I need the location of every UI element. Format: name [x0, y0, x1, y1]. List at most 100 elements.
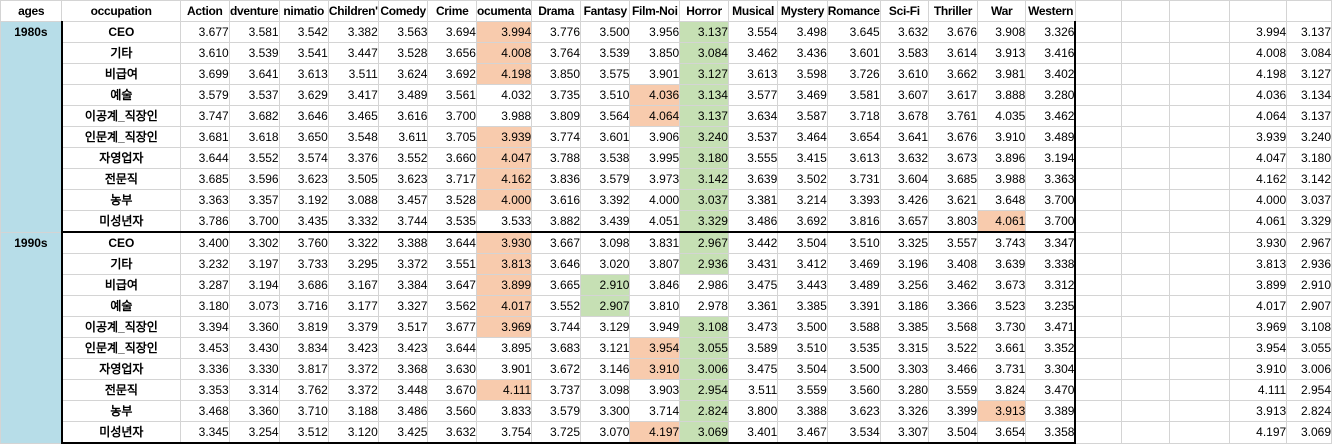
rating-cell[interactable]: 4.162 [475, 168, 533, 190]
min-rating-cell[interactable]: 2.910 [1286, 274, 1332, 296]
max-rating-cell[interactable]: 4.047 [1228, 147, 1288, 169]
empty-cell[interactable] [1074, 316, 1123, 338]
rating-cell[interactable]: 3.338 [1025, 253, 1077, 275]
rating-cell[interactable]: 3.462 [727, 42, 779, 64]
empty-cell[interactable] [1121, 253, 1170, 275]
min-rating-cell[interactable]: 3.180 [1286, 147, 1332, 169]
rating-cell[interactable]: 4.017 [475, 295, 533, 317]
rating-cell[interactable]: 3.800 [727, 400, 779, 422]
empty-cell[interactable] [1168, 421, 1230, 444]
occupation-cell[interactable]: 전문직 [60, 168, 181, 190]
empty-cell[interactable] [1168, 337, 1230, 359]
empty-cell[interactable] [1121, 21, 1170, 43]
rating-cell[interactable]: 3.646 [531, 253, 582, 275]
rating-cell[interactable]: 3.070 [580, 421, 631, 444]
rating-cell[interactable]: 3.906 [629, 126, 681, 148]
rating-cell[interactable]: 3.641 [228, 63, 280, 85]
rating-cell[interactable]: 3.098 [580, 379, 631, 401]
rating-cell[interactable]: 3.563 [377, 21, 429, 43]
rating-cell[interactable]: 3.731 [977, 358, 1027, 380]
rating-cell[interactable]: 3.973 [629, 168, 681, 190]
rating-cell[interactable]: 3.416 [1025, 42, 1077, 64]
rating-cell[interactable]: 3.645 [826, 21, 881, 43]
rating-cell[interactable]: 3.774 [531, 126, 582, 148]
rating-cell[interactable]: 3.146 [580, 358, 631, 380]
rating-cell[interactable]: 3.686 [278, 274, 329, 296]
rating-cell[interactable]: 3.360 [228, 400, 280, 422]
rating-cell[interactable]: 3.473 [727, 316, 779, 338]
rating-cell[interactable]: 3.280 [879, 379, 930, 401]
rating-cell[interactable]: 3.353 [179, 379, 230, 401]
rating-cell[interactable]: 3.177 [327, 295, 379, 317]
rating-cell[interactable]: 2.954 [679, 379, 729, 401]
empty-cell[interactable] [1074, 126, 1123, 148]
column-header-occupation[interactable]: occupation [61, 0, 181, 22]
rating-cell[interactable]: 3.302 [228, 231, 280, 254]
rating-cell[interactable]: 3.504 [777, 231, 828, 254]
rating-cell[interactable]: 3.426 [879, 189, 930, 211]
occupation-cell[interactable]: 농부 [60, 400, 181, 422]
rating-cell[interactable]: 3.579 [531, 400, 582, 422]
rating-cell[interactable]: 3.498 [777, 21, 828, 43]
column-header-documentary[interactable]: ocumenta [475, 0, 533, 22]
rating-cell[interactable]: 2.936 [679, 253, 729, 275]
rating-cell[interactable]: 3.475 [727, 358, 779, 380]
rating-cell[interactable]: 3.654 [826, 126, 881, 148]
rating-cell[interactable]: 3.534 [826, 421, 881, 444]
rating-cell[interactable]: 3.352 [1025, 337, 1077, 359]
empty-cell[interactable] [1228, 0, 1288, 22]
rating-cell[interactable]: 3.194 [228, 274, 280, 296]
rating-cell[interactable]: 3.882 [531, 210, 582, 233]
rating-cell[interactable]: 3.813 [475, 253, 533, 275]
rating-cell[interactable]: 3.685 [179, 168, 230, 190]
rating-cell[interactable]: 3.489 [377, 84, 429, 106]
empty-cell[interactable] [1168, 84, 1230, 106]
column-header-film-noir[interactable]: Film-Noi [629, 0, 681, 22]
empty-cell[interactable] [1074, 379, 1123, 401]
rating-cell[interactable]: 3.304 [1025, 358, 1077, 380]
rating-cell[interactable]: 3.442 [727, 231, 779, 254]
rating-cell[interactable]: 3.330 [228, 358, 280, 380]
column-header-drama[interactable]: Drama [531, 0, 582, 22]
empty-cell[interactable] [1286, 0, 1332, 22]
rating-cell[interactable]: 3.744 [531, 316, 582, 338]
rating-cell[interactable]: 3.384 [377, 274, 429, 296]
empty-cell[interactable] [1121, 168, 1170, 190]
rating-cell[interactable]: 3.366 [928, 295, 979, 317]
rating-cell[interactable]: 3.314 [228, 379, 280, 401]
rating-cell[interactable]: 3.607 [879, 84, 930, 106]
empty-cell[interactable] [1121, 126, 1170, 148]
occupation-cell[interactable]: 전문직 [60, 379, 181, 401]
rating-cell[interactable]: 3.735 [531, 84, 582, 106]
rating-cell[interactable]: 3.623 [826, 400, 881, 422]
rating-cell[interactable]: 3.528 [377, 42, 429, 64]
rating-cell[interactable]: 3.657 [879, 210, 930, 233]
max-rating-cell[interactable]: 4.017 [1228, 295, 1288, 317]
rating-cell[interactable]: 3.098 [580, 231, 631, 254]
occupation-cell[interactable]: 비급여 [60, 274, 181, 296]
max-rating-cell[interactable]: 4.111 [1228, 379, 1288, 401]
rating-cell[interactable]: 3.436 [777, 42, 828, 64]
rating-cell[interactable]: 3.069 [679, 421, 729, 444]
rating-cell[interactable]: 3.469 [777, 84, 828, 106]
column-header-crime[interactable]: Crime [427, 0, 477, 22]
rating-cell[interactable]: 3.939 [475, 126, 533, 148]
rating-cell[interactable]: 3.372 [327, 379, 379, 401]
rating-cell[interactable]: 3.670 [427, 379, 477, 401]
rating-cell[interactable]: 3.389 [1025, 400, 1077, 422]
rating-cell[interactable]: 4.036 [629, 84, 681, 106]
rating-cell[interactable]: 2.824 [679, 400, 729, 422]
rating-cell[interactable]: 3.577 [727, 84, 779, 106]
empty-cell[interactable] [1168, 189, 1230, 211]
rating-cell[interactable]: 3.055 [679, 337, 729, 359]
empty-cell[interactable] [1121, 274, 1170, 296]
min-rating-cell[interactable]: 3.134 [1286, 84, 1332, 106]
rating-cell[interactable]: 3.510 [580, 84, 631, 106]
empty-cell[interactable] [1074, 274, 1123, 296]
rating-cell[interactable]: 4.197 [629, 421, 681, 444]
rating-cell[interactable]: 3.552 [531, 295, 582, 317]
rating-cell[interactable]: 3.400 [179, 231, 230, 254]
rating-cell[interactable]: 3.295 [327, 253, 379, 275]
rating-cell[interactable]: 3.417 [327, 84, 379, 106]
empty-cell[interactable] [1121, 295, 1170, 317]
